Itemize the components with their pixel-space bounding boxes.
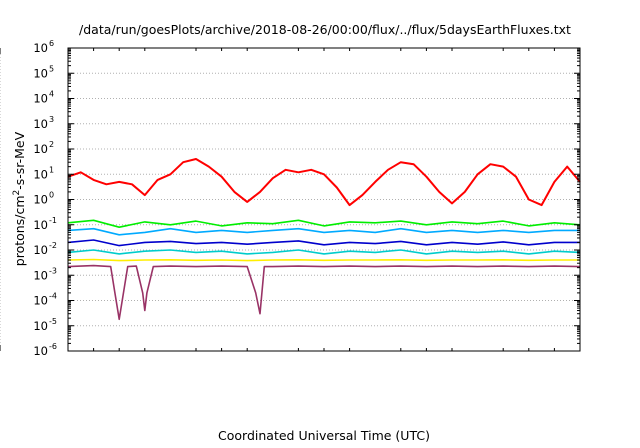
x-axis-ticks: 2018-8-222018-8-232018-8-242018-8-252018… (0, 48, 555, 351)
y-tick-label: 10 (33, 294, 48, 308)
y-tick-exponent: -6 (49, 342, 57, 351)
y-tick-label: 10 (33, 319, 48, 333)
y-tick-label: 10 (33, 167, 48, 181)
y-axis-label: protons/cm2-s-sr-MeV (12, 131, 27, 266)
y-tick-exponent: 5 (49, 64, 54, 73)
y-tick-label: 10 (33, 344, 48, 358)
series-line-1 (67, 158, 581, 207)
series-line-3 (67, 227, 580, 236)
y-tick-exponent: -1 (49, 216, 57, 225)
y-tick-label: 10 (33, 142, 48, 156)
y-tick-label: 10 (33, 117, 48, 131)
series-line-7 (67, 264, 581, 321)
y-tick-label: 10 (33, 193, 48, 207)
y-tick-label: 10 (33, 92, 48, 106)
series-line-2 (67, 219, 581, 228)
y-tick-exponent: 1 (49, 165, 54, 174)
y-tick-label: 10 (33, 66, 48, 80)
y-axis-ticks: 10 -610 -510 -410 -310 -210 -110 010 110 210 310 41… (33, 39, 580, 358)
series-line-5 (67, 249, 581, 255)
data-series (67, 158, 581, 321)
y-tick-label: 10 (33, 218, 48, 232)
y-tick-label: 10 (33, 41, 48, 55)
y-tick-exponent: -5 (49, 317, 57, 326)
x-axis-label: Coordinated Universal Time (UTC) (218, 428, 430, 443)
grid-lines (0, 48, 580, 351)
series-line-6 (67, 258, 580, 262)
y-tick-exponent: -2 (49, 241, 57, 250)
y-tick-exponent: 0 (49, 191, 54, 200)
series-line-4 (67, 239, 580, 247)
y-tick-exponent: -4 (49, 292, 57, 301)
y-tick-exponent: 2 (49, 140, 54, 149)
y-tick-exponent: 4 (49, 90, 54, 99)
chart-title: /data/run/goesPlots/archive/2018-08-26/0… (79, 22, 571, 37)
y-tick-label: 10 (33, 243, 48, 257)
y-tick-exponent: 3 (49, 115, 54, 124)
y-tick-label: 10 (33, 268, 48, 282)
y-tick-exponent: -3 (49, 266, 57, 275)
y-tick-exponent: 6 (49, 39, 54, 48)
